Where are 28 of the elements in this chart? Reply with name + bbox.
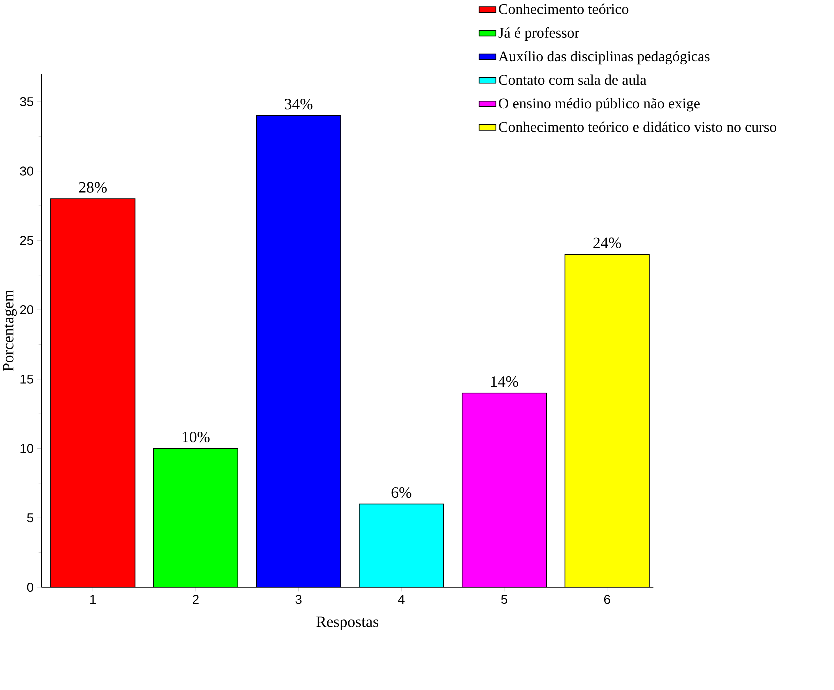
data-label: 34% — [285, 98, 313, 110]
legend-label: Já é professor — [498, 27, 580, 41]
x-tick-label: 4 — [398, 595, 405, 604]
y-tick-label: 35 — [20, 97, 34, 106]
x-axis-title: Respostas — [316, 616, 379, 630]
x-tick-label: 2 — [193, 595, 199, 604]
legend-label: Conhecimento teórico — [499, 4, 629, 14]
data-label: 24% — [594, 238, 622, 248]
y-tick-label: 5 — [27, 514, 34, 523]
data-label: 14% — [491, 376, 518, 388]
y-axis-title: Porcentagem — [3, 290, 17, 372]
legend-label: O ensino médio público não exige — [499, 98, 700, 112]
y-tick-label: 15 — [20, 374, 34, 384]
legend-label: Contato com sala de aula — [499, 74, 647, 86]
x-tick-label: 1 — [90, 595, 96, 604]
y-tick-label: 30 — [20, 166, 34, 176]
x-tick-label: 6 — [604, 595, 610, 604]
x-tick-label: 3 — [296, 595, 302, 604]
legend-label: Conhecimento teórico e didático visto no curso — [499, 122, 777, 132]
y-tick-label: 20 — [20, 305, 34, 314]
data-label: 28% — [79, 182, 107, 193]
y-tick-label: 10 — [20, 444, 34, 454]
y-tick-label: 25 — [20, 236, 34, 246]
y-tick-label: 0 — [27, 582, 34, 592]
data-label: 6% — [392, 487, 412, 498]
x-tick-label: 5 — [501, 595, 508, 604]
data-label: 10% — [182, 432, 210, 443]
legend-label: Auxílio das disciplinas pedagógicas — [498, 51, 710, 65]
